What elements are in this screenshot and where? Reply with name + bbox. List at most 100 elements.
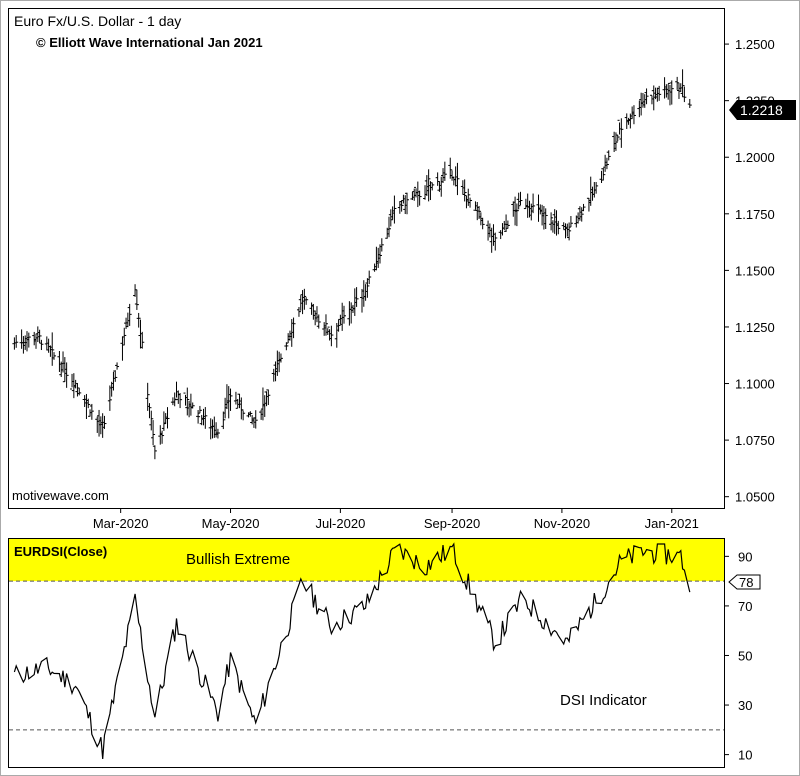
ohlc-bar (581, 203, 586, 212)
price-tick-label: 1.1000 (735, 377, 775, 392)
ohlc-bar (631, 105, 636, 125)
ohlc-bar (675, 76, 680, 90)
last-price-label: 1.2218 (740, 102, 783, 118)
ohlc-bar (336, 319, 341, 332)
ohlc-bar (102, 415, 107, 429)
ohlc-bar (417, 190, 422, 206)
ohlc-bar (657, 85, 662, 101)
ohlc-bar (89, 403, 94, 420)
x-tick-label: Mar-2020 (93, 516, 149, 531)
ohlc-bar (77, 387, 82, 396)
x-tick-label: Jan-2021 (645, 516, 699, 531)
dsi-series-line (13, 542, 691, 759)
ohlc-bar (615, 134, 620, 142)
ohlc-bar (134, 289, 139, 310)
ohlc-bar (278, 353, 283, 363)
ohlc-bar (493, 232, 498, 251)
ohlc-bar (682, 86, 687, 103)
ohlc-bar (365, 278, 370, 298)
ohlc-bar (185, 387, 190, 416)
ohlc-bar (354, 287, 359, 307)
ohlc-bar (178, 393, 183, 409)
ohlc-bar (122, 327, 127, 346)
price-panel-frame (8, 8, 725, 509)
ohlc-bar (248, 411, 253, 417)
ohlc-bar (378, 244, 383, 264)
ohlc-bar (304, 295, 309, 305)
ohlc-bar (39, 339, 44, 351)
dsi-tick-label: 70 (738, 599, 752, 614)
ohlc-bar (549, 212, 554, 231)
ohlc-bar (604, 157, 609, 170)
dsi-indicator-label: DSI Indicator (560, 692, 647, 709)
ohlc-bar (253, 410, 258, 429)
ohlc-bar (341, 305, 346, 324)
last-price-marker: 1.2218 (729, 100, 796, 120)
ohlc-bar (405, 192, 410, 215)
dsi-tick-label: 90 (738, 549, 752, 564)
ohlc-bar (606, 150, 611, 161)
dsi-panel-title: EURDSI(Close) (14, 544, 107, 559)
ohlc-bar (462, 179, 467, 202)
ohlc-bar (152, 445, 157, 460)
ohlc-bar (387, 216, 392, 238)
ohlc-bar (203, 407, 208, 429)
ohlc-bar (329, 325, 334, 347)
bullish-extreme-zone (9, 539, 724, 582)
ohlc-bar (215, 428, 220, 439)
ohlc-bar (160, 430, 165, 444)
ohlc-bar (52, 352, 57, 360)
ohlc-bar (669, 80, 674, 105)
ohlc-bar (619, 118, 624, 148)
ohlc-bar (531, 193, 536, 214)
ohlc-bar (601, 168, 606, 181)
ohlc-bar (392, 195, 397, 224)
ohlc-bar (107, 385, 112, 411)
ohlc-bar (190, 402, 195, 409)
ohlc-bar (151, 420, 156, 446)
chart-subtitle: © Elliott Wave International Jan 2021 (36, 35, 263, 50)
ohlc-bar (140, 331, 145, 349)
ohlc-bars (12, 69, 692, 460)
price-tick-label: 1.0500 (735, 490, 775, 505)
dsi-tick-label: 10 (738, 748, 752, 763)
ohlc-bar (228, 388, 233, 411)
ohlc-bar (115, 362, 120, 370)
ohlc-bar (136, 312, 141, 328)
ohlc-bar (266, 389, 271, 406)
x-tick-label: Sep-2020 (424, 516, 480, 531)
ohlc-bar (221, 411, 226, 430)
x-tick-label: Jul-2020 (315, 516, 365, 531)
price-tick-label: 1.1250 (735, 320, 775, 335)
ohlc-bar (480, 217, 485, 230)
ohlc-bar (241, 409, 246, 421)
bullish-extreme-label: Bullish Extreme (186, 551, 290, 568)
ohlc-bar (388, 209, 393, 227)
ohlc-bar (149, 410, 154, 431)
x-tick-label: May-2020 (202, 516, 260, 531)
price-tick-label: 1.1500 (735, 263, 775, 278)
ohlc-bar (37, 329, 42, 344)
chart-title: Euro Fx/U.S. Dollar - 1 day (14, 13, 181, 29)
last-dsi-label: 78 (739, 575, 753, 590)
ohlc-bar (14, 335, 19, 348)
ohlc-bar (567, 222, 572, 241)
ohlc-bar (430, 182, 435, 191)
price-tick-label: 1.1750 (735, 207, 775, 222)
ohlc-bar (455, 162, 460, 196)
price-tick-label: 1.0750 (735, 433, 775, 448)
ohlc-bar (442, 161, 447, 181)
price-tick-label: 1.2500 (735, 37, 775, 52)
dsi-tick-label: 50 (738, 648, 752, 663)
ohlc-bar (556, 220, 561, 235)
ohlc-bar (505, 220, 510, 229)
ohlc-bar (399, 200, 404, 212)
ohlc-bar (316, 314, 321, 329)
ohlc-bar (687, 98, 692, 108)
ohlc-bar (594, 182, 599, 194)
ohlc-bar (64, 362, 69, 388)
ohlc-bar (113, 370, 118, 382)
ohlc-bar (367, 270, 372, 285)
ohlc-bar (514, 203, 519, 227)
